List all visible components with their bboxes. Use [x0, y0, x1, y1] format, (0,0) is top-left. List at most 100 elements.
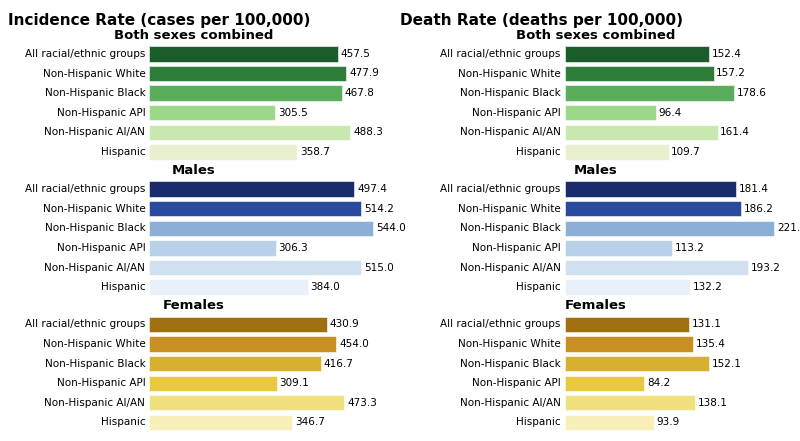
- Text: Non-Hispanic AI/AN: Non-Hispanic AI/AN: [460, 262, 561, 273]
- Text: Hispanic: Hispanic: [516, 147, 561, 157]
- Bar: [565, 182, 737, 197]
- Text: 93.9: 93.9: [656, 417, 679, 427]
- Text: Hispanic: Hispanic: [516, 282, 561, 292]
- Text: 161.4: 161.4: [720, 127, 750, 137]
- Text: 84.2: 84.2: [647, 378, 670, 388]
- Text: 132.2: 132.2: [693, 282, 722, 292]
- Text: 181.4: 181.4: [739, 184, 769, 194]
- Text: 416.7: 416.7: [324, 359, 354, 369]
- Bar: [565, 46, 709, 62]
- Text: Non-Hispanic API: Non-Hispanic API: [57, 243, 146, 253]
- Text: Females: Females: [565, 299, 627, 312]
- Bar: [565, 395, 695, 411]
- Bar: [565, 105, 656, 120]
- Bar: [565, 280, 690, 295]
- Text: Both sexes combined: Both sexes combined: [516, 29, 676, 42]
- Text: 138.1: 138.1: [698, 398, 728, 408]
- Bar: [565, 317, 689, 332]
- Text: Non-Hispanic White: Non-Hispanic White: [458, 204, 561, 214]
- Text: 473.3: 473.3: [347, 398, 377, 408]
- Text: Non-Hispanic AI/AN: Non-Hispanic AI/AN: [45, 398, 146, 408]
- Bar: [565, 220, 774, 236]
- Text: Both sexes combined: Both sexes combined: [114, 29, 274, 42]
- Text: Hispanic: Hispanic: [101, 147, 146, 157]
- Text: Non-Hispanic White: Non-Hispanic White: [458, 339, 561, 349]
- Bar: [565, 376, 645, 391]
- Text: Females: Females: [163, 299, 225, 312]
- Text: 131.1: 131.1: [691, 319, 722, 329]
- Text: Non-Hispanic White: Non-Hispanic White: [458, 68, 561, 78]
- Text: Non-Hispanic API: Non-Hispanic API: [57, 378, 146, 388]
- Bar: [150, 105, 275, 120]
- Text: 346.7: 346.7: [295, 417, 325, 427]
- Bar: [565, 66, 714, 81]
- Text: 193.2: 193.2: [750, 262, 780, 273]
- Text: 178.6: 178.6: [737, 88, 766, 98]
- Text: All racial/ethnic groups: All racial/ethnic groups: [440, 49, 561, 59]
- Text: 457.5: 457.5: [341, 49, 370, 59]
- Text: 515.0: 515.0: [364, 262, 394, 273]
- Bar: [565, 240, 672, 256]
- Text: Males: Males: [574, 164, 618, 177]
- Text: Non-Hispanic White: Non-Hispanic White: [42, 204, 146, 214]
- Bar: [150, 182, 354, 197]
- Text: Males: Males: [172, 164, 216, 177]
- Text: 109.7: 109.7: [671, 147, 701, 157]
- Text: 157.2: 157.2: [716, 68, 746, 78]
- Bar: [565, 125, 718, 140]
- Text: Non-Hispanic Black: Non-Hispanic Black: [45, 223, 146, 233]
- Bar: [565, 86, 734, 101]
- Bar: [150, 144, 297, 160]
- Text: 358.7: 358.7: [300, 147, 330, 157]
- Bar: [150, 125, 350, 140]
- Bar: [150, 376, 277, 391]
- Bar: [565, 144, 669, 160]
- Text: 135.4: 135.4: [696, 339, 726, 349]
- Bar: [565, 415, 654, 430]
- Text: All racial/ethnic groups: All racial/ethnic groups: [440, 319, 561, 329]
- Text: 306.3: 306.3: [278, 243, 308, 253]
- Bar: [150, 260, 362, 275]
- Text: Hispanic: Hispanic: [101, 417, 146, 427]
- Text: Non-Hispanic Black: Non-Hispanic Black: [460, 223, 561, 233]
- Text: 152.1: 152.1: [711, 359, 742, 369]
- Text: Non-Hispanic Black: Non-Hispanic Black: [45, 88, 146, 98]
- Text: Non-Hispanic API: Non-Hispanic API: [472, 243, 561, 253]
- Text: Non-Hispanic AI/AN: Non-Hispanic AI/AN: [460, 398, 561, 408]
- Bar: [150, 220, 374, 236]
- Text: Non-Hispanic White: Non-Hispanic White: [42, 68, 146, 78]
- Text: 454.0: 454.0: [339, 339, 369, 349]
- Bar: [150, 86, 342, 101]
- Text: 152.4: 152.4: [712, 49, 742, 59]
- Bar: [150, 201, 361, 217]
- Bar: [150, 317, 327, 332]
- Text: Non-Hispanic Black: Non-Hispanic Black: [460, 88, 561, 98]
- Text: 186.2: 186.2: [744, 204, 774, 214]
- Bar: [150, 66, 346, 81]
- Text: Hispanic: Hispanic: [516, 417, 561, 427]
- Text: All racial/ethnic groups: All racial/ethnic groups: [440, 184, 561, 194]
- Text: 544.0: 544.0: [376, 223, 406, 233]
- Bar: [565, 201, 741, 217]
- Text: Non-Hispanic AI/AN: Non-Hispanic AI/AN: [45, 262, 146, 273]
- Text: Non-Hispanic API: Non-Hispanic API: [472, 378, 561, 388]
- Text: Incidence Rate (cases per 100,000): Incidence Rate (cases per 100,000): [8, 13, 310, 28]
- Bar: [150, 46, 338, 62]
- Text: Non-Hispanic Black: Non-Hispanic Black: [45, 359, 146, 369]
- Text: Non-Hispanic API: Non-Hispanic API: [57, 108, 146, 118]
- Text: All racial/ethnic groups: All racial/ethnic groups: [25, 184, 146, 194]
- Bar: [565, 260, 748, 275]
- Text: Death Rate (deaths per 100,000): Death Rate (deaths per 100,000): [400, 13, 683, 28]
- Bar: [565, 356, 709, 371]
- Bar: [150, 280, 307, 295]
- Text: 221.4: 221.4: [777, 223, 800, 233]
- Text: Non-Hispanic White: Non-Hispanic White: [42, 339, 146, 349]
- Bar: [565, 336, 693, 351]
- Text: 309.1: 309.1: [279, 378, 309, 388]
- Bar: [150, 415, 292, 430]
- Bar: [150, 240, 275, 256]
- Bar: [150, 356, 321, 371]
- Text: 305.5: 305.5: [278, 108, 308, 118]
- Bar: [150, 395, 344, 411]
- Text: Non-Hispanic Black: Non-Hispanic Black: [460, 359, 561, 369]
